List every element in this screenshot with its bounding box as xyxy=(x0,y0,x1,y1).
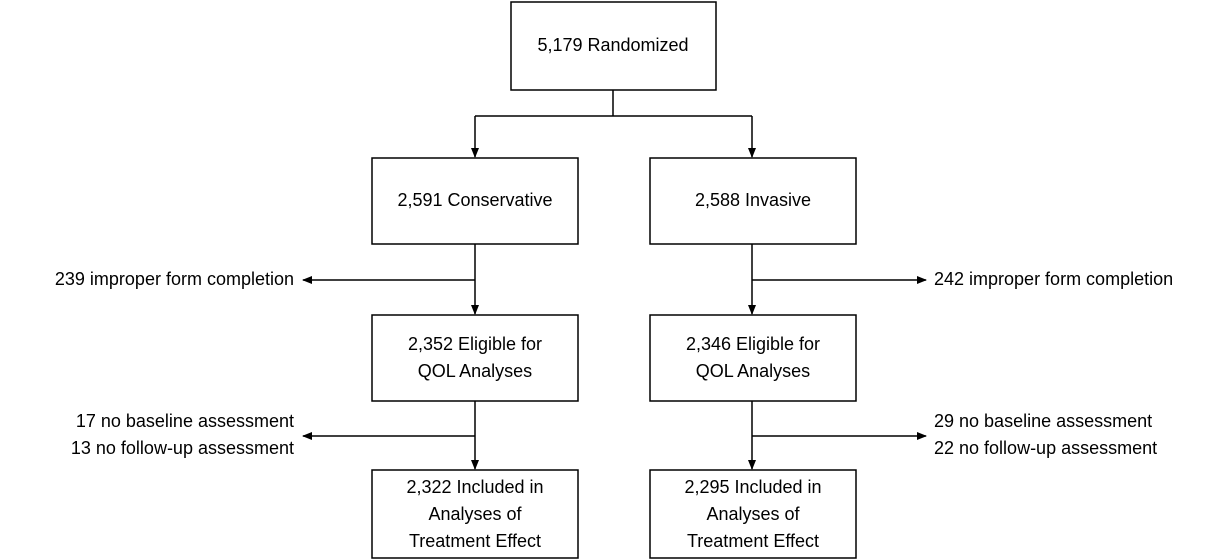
node-label: Analyses of xyxy=(706,504,800,524)
exclusion-label: 29 no baseline assessment xyxy=(934,411,1152,431)
exclusion-label: 242 improper form completion xyxy=(934,269,1173,289)
node-label: 2,346 Eligible for xyxy=(686,334,820,354)
exclusion-label: 22 no follow-up assessment xyxy=(934,438,1157,458)
box xyxy=(371,469,579,559)
node-label: Treatment Effect xyxy=(409,531,541,551)
node-label: QOL Analyses xyxy=(418,361,532,381)
node-label: 2,591 Conservative xyxy=(397,190,552,210)
node-label: Treatment Effect xyxy=(687,531,819,551)
box xyxy=(510,1,717,91)
node-label: 5,179 Randomized xyxy=(537,35,688,55)
exclusion-label: 17 no baseline assessment xyxy=(76,411,294,431)
exclusion-label: 13 no follow-up assessment xyxy=(71,438,294,458)
node-label: 2,352 Eligible for xyxy=(408,334,542,354)
node-label: QOL Analyses xyxy=(696,361,810,381)
box xyxy=(371,314,579,402)
box xyxy=(371,157,579,245)
exclusion-label: 239 improper form completion xyxy=(55,269,294,289)
node-label: 2,322 Included in xyxy=(406,477,543,497)
node-label: 2,588 Invasive xyxy=(695,190,811,210)
box xyxy=(649,157,857,245)
node-label: 2,295 Included in xyxy=(684,477,821,497)
box xyxy=(649,469,857,559)
connectors xyxy=(302,90,927,470)
box xyxy=(649,314,857,402)
node-label: Analyses of xyxy=(428,504,522,524)
